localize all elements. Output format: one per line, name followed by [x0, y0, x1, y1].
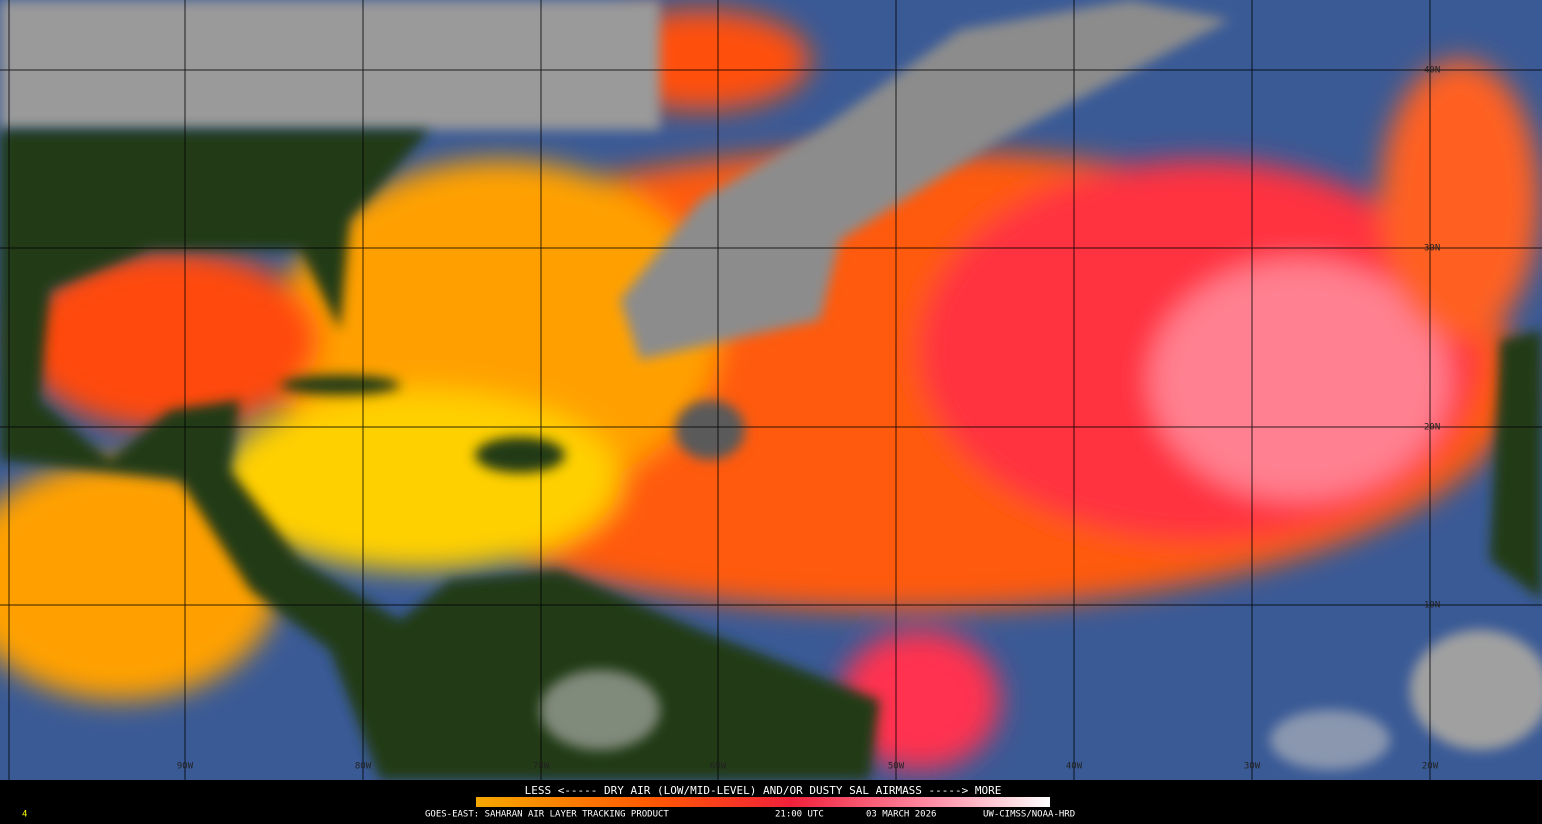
land	[0, 130, 1542, 780]
latitude-label: 10N	[1424, 601, 1440, 611]
color-scale	[476, 797, 1050, 807]
latitude-label: 20N	[1424, 423, 1440, 433]
legend-caption: LESS <----- DRY AIR (LOW/MID-LEVEL) AND/…	[525, 784, 1002, 797]
latitude-label: 30N	[1424, 244, 1440, 254]
longitude-label: 70W	[533, 762, 550, 772]
latitude-label: 40N	[1424, 66, 1440, 76]
credit: UW-CIMSS/NOAA-HRD	[983, 810, 1075, 820]
date: 03 MARCH 2026	[866, 810, 936, 820]
grid-labels: 40N 30N 20N 10N 90W 80W 70W 60W 50W 40W 30W 20W	[177, 66, 1440, 772]
longitude-label: 60W	[710, 762, 727, 772]
longitude-label: 50W	[888, 762, 905, 772]
longitude-label: 40W	[1066, 762, 1083, 772]
grid	[0, 0, 1542, 780]
longitude-label: 90W	[177, 762, 194, 772]
longitude-label: 20W	[1422, 762, 1439, 772]
product-name: GOES-EAST: SAHARAN AIR LAYER TRACKING PR…	[425, 810, 669, 820]
imagery	[0, 0, 1542, 780]
longitude-label: 30W	[1244, 762, 1261, 772]
time: 21:00 UTC	[775, 810, 824, 820]
corner-number: 4	[22, 810, 27, 820]
longitude-label: 80W	[355, 762, 372, 772]
